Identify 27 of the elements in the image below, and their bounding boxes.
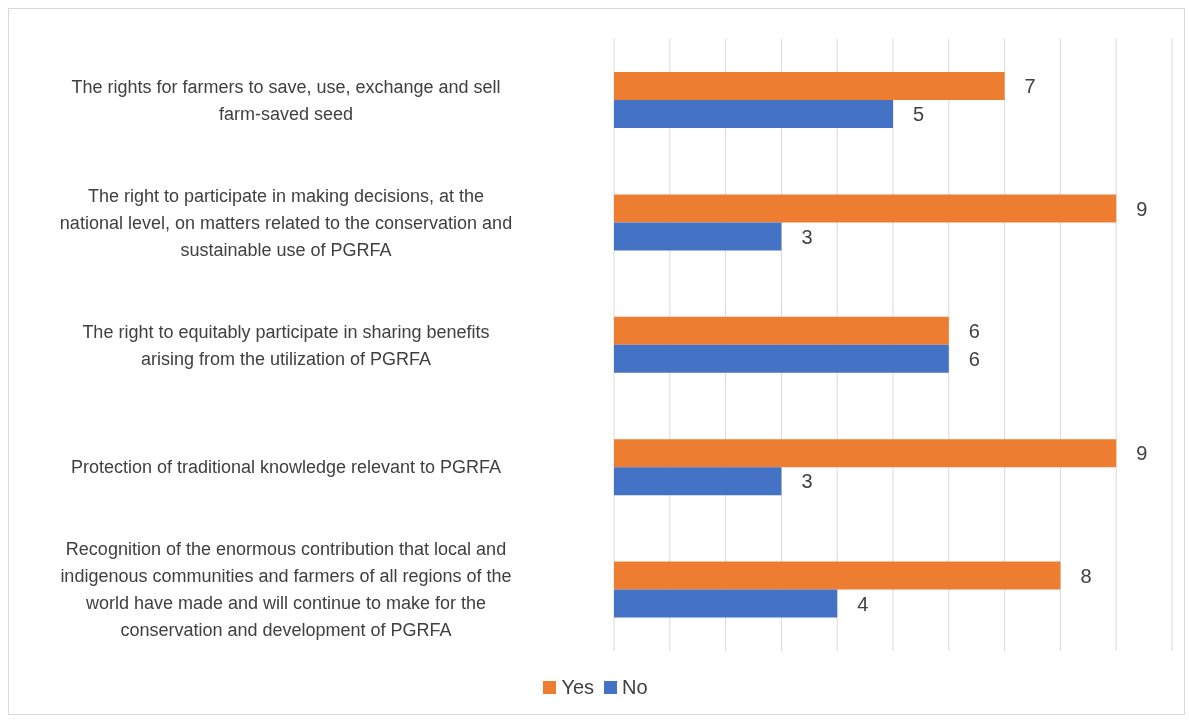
y-tick-label: Recognition of the enormous contribution that local and indigenous communities and farmers of all regions of the world have made and will continue to make for the conservation and development of PGRFA: [60, 539, 512, 641]
data-label: 5: [913, 103, 925, 126]
data-label: 3: [801, 470, 813, 493]
bar: [614, 439, 1117, 468]
bar: [614, 316, 949, 345]
bar: [614, 589, 838, 618]
y-tick-label: The right to participate in making decisions, at the national level, on matters related to the conservation and sustainable use of PGRFA: [59, 185, 513, 260]
bar: [614, 561, 1061, 590]
y-tick-label: The right to equitably participate in sharing benefits arising from the utilization of PGRFA: [82, 321, 490, 369]
data-label: 8: [1080, 564, 1092, 587]
data-label: 6: [968, 319, 980, 342]
bar: [614, 467, 782, 496]
data-label: 7: [1024, 75, 1036, 98]
legend-label: Yes: [561, 676, 595, 699]
bar: [614, 100, 893, 128]
data-label: 4: [857, 592, 869, 615]
data-label: 6: [968, 347, 980, 370]
bar: [614, 222, 782, 251]
legend-label: No: [622, 676, 648, 699]
y-tick-label: Protection of traditional knowledge relevant to PGRFA: [70, 457, 502, 478]
y-tick-label: The rights for farmers to save, use, exchange and sell farm-saved seed: [71, 76, 501, 124]
data-label: 9: [1136, 442, 1148, 465]
bar: [614, 72, 1005, 100]
bar: [614, 194, 1117, 223]
data-label: 9: [1136, 197, 1148, 220]
data-label: 3: [801, 225, 813, 248]
bar: [614, 344, 949, 373]
